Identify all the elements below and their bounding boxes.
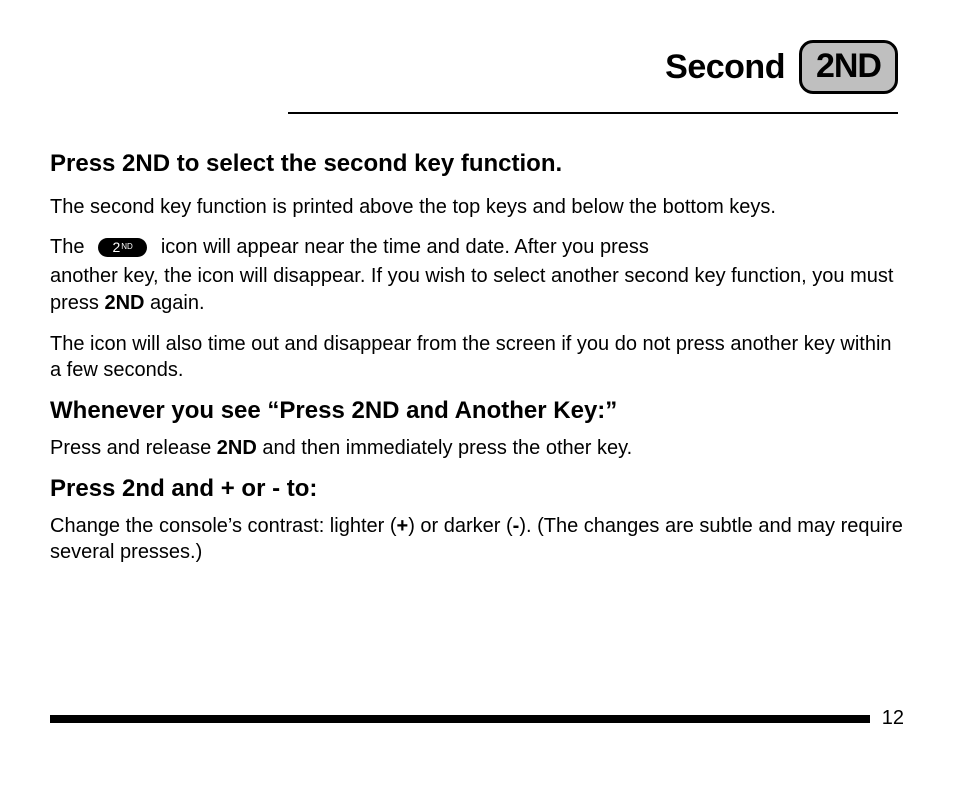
page-number: 12 xyxy=(882,707,904,730)
content: Press 2ND to select the second key funct… xyxy=(50,150,904,565)
paragraph-contrast: Change the console’s contrast: lighter (… xyxy=(50,513,904,565)
paragraph-printed-above: The second key function is printed above… xyxy=(50,194,904,220)
page-header: Second 2ND xyxy=(50,40,904,120)
text-icon-will-appear: icon will appear near the time and date.… xyxy=(161,234,649,261)
paragraph-timeout: The icon will also time out and disappea… xyxy=(50,331,904,383)
pill-main: 2 xyxy=(112,240,120,254)
text-contrast-a: Change the console’s contrast: lighter ( xyxy=(50,515,397,537)
page: Second 2ND Press 2ND to select the secon… xyxy=(0,0,954,786)
text-plus: + xyxy=(397,515,409,537)
header-rule xyxy=(288,112,898,114)
pill-sup: ND xyxy=(121,243,133,251)
text-contrast-b: ) or darker ( xyxy=(408,515,512,537)
page-footer: 12 xyxy=(50,707,904,730)
paragraph-icon-line1: The 2ND icon will appear near the time a… xyxy=(50,234,904,261)
page-title: Second xyxy=(665,48,785,87)
paragraph-icon-appear: The 2ND icon will appear near the time a… xyxy=(50,234,904,317)
header-inner: Second 2ND xyxy=(50,40,904,94)
text-the: The xyxy=(50,234,84,261)
heading-select-second: Press 2ND to select the second key funct… xyxy=(50,150,904,178)
text-press-release-b: and then immediately press the other key… xyxy=(257,437,632,459)
second-key-label: 2ND xyxy=(816,47,881,85)
second-pill-icon: 2ND xyxy=(98,238,146,257)
footer-bar xyxy=(50,715,870,723)
text-2nd-bold-2: 2ND xyxy=(217,437,257,459)
paragraph-press-release: Press and release 2ND and then immediate… xyxy=(50,435,904,461)
text-again: again. xyxy=(144,292,204,314)
second-key-icon: 2ND xyxy=(799,40,898,94)
text-press-release-a: Press and release xyxy=(50,437,217,459)
heading-whenever: Whenever you see “Press 2ND and Another … xyxy=(50,397,904,425)
text-2nd-bold: 2ND xyxy=(104,292,144,314)
heading-plus-minus: Press 2nd and + or - to: xyxy=(50,475,904,503)
